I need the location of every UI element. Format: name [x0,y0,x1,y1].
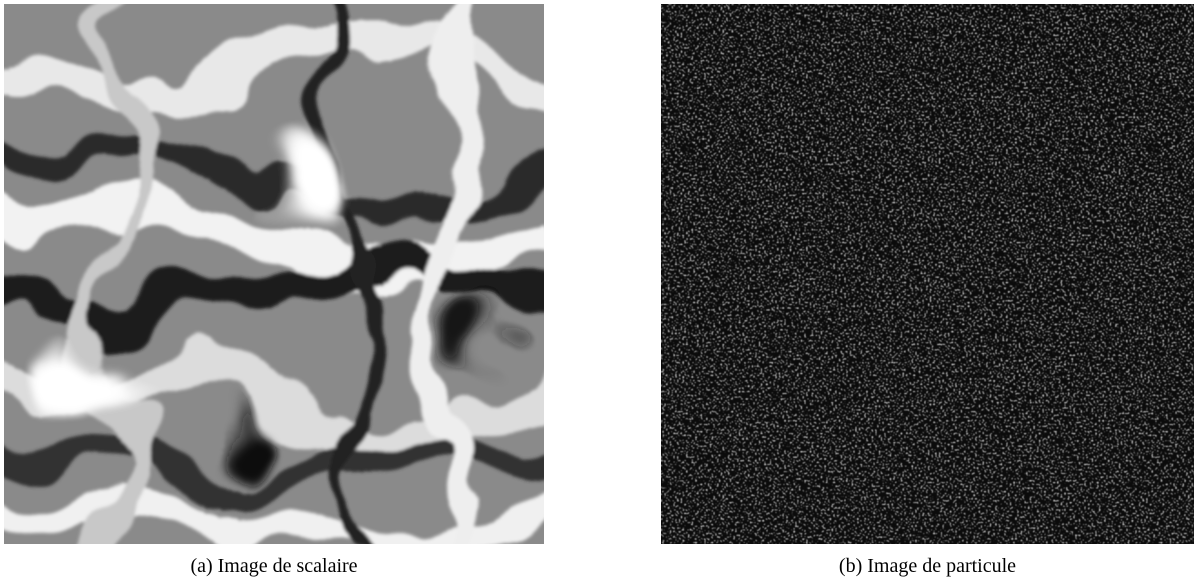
caption-particle-image: (b) Image de particule [838,555,1017,577]
scalar-image [4,4,544,544]
particle-image [661,4,1194,544]
caption-scalar-image: (a) Image de scalaire [190,555,358,577]
